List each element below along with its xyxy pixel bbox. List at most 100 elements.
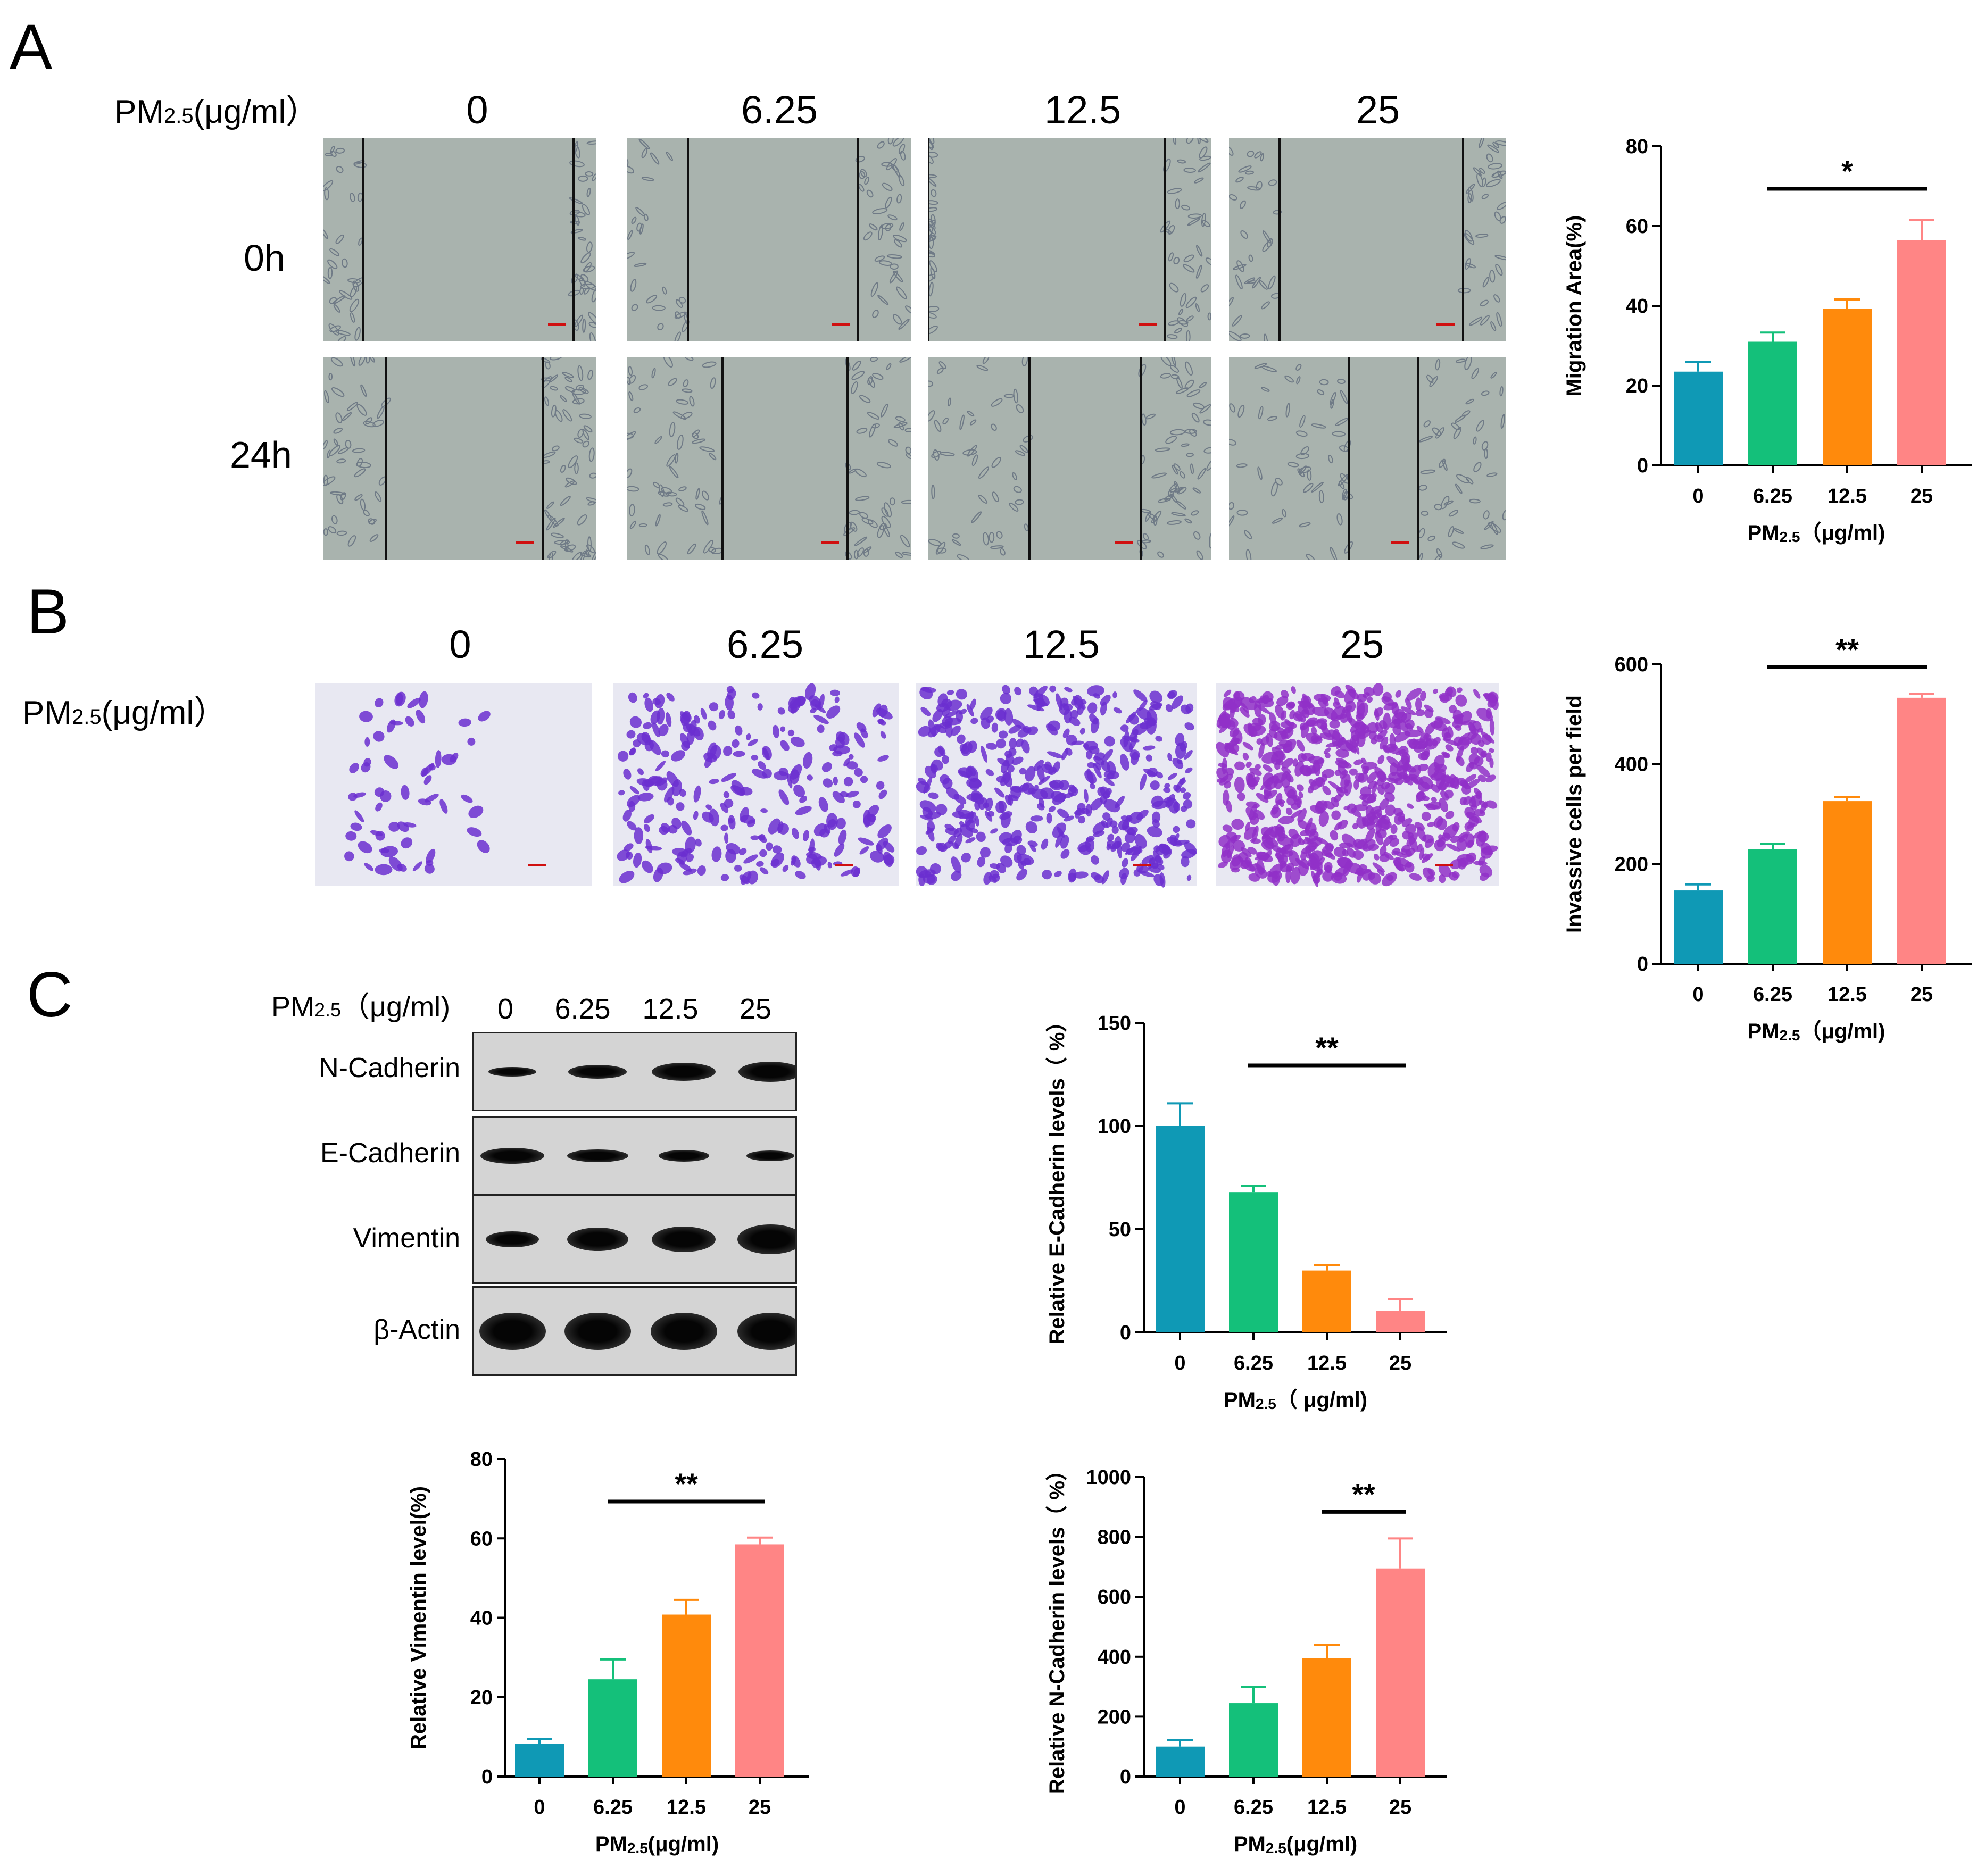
stained-cell xyxy=(1101,760,1110,772)
blot-band xyxy=(737,1312,795,1350)
x-label-sub: 2.5 xyxy=(1780,1027,1800,1044)
stained-cell xyxy=(1184,749,1193,760)
stained-cell xyxy=(943,841,953,849)
y-tick-label: 1000 xyxy=(1086,1466,1131,1489)
cell xyxy=(638,384,649,390)
stained-cell xyxy=(1017,728,1030,738)
stained-cell xyxy=(832,791,845,804)
stained-cell xyxy=(1273,779,1283,789)
stained-cell xyxy=(728,818,734,824)
cell xyxy=(1481,177,1486,187)
scratch-image xyxy=(928,357,1211,560)
stained-cell xyxy=(724,832,729,844)
cell xyxy=(1497,201,1506,210)
stained-cell xyxy=(983,872,992,885)
scratch-image xyxy=(1229,357,1506,560)
stained-cell xyxy=(1087,702,1098,714)
stained-cell xyxy=(1305,837,1314,845)
cell xyxy=(1473,167,1482,176)
cell xyxy=(1272,518,1283,524)
stained-cell xyxy=(683,868,697,876)
stained-cell xyxy=(1016,845,1026,855)
stained-cell xyxy=(700,708,707,720)
stained-cell xyxy=(1353,759,1364,765)
stained-cell xyxy=(1054,871,1062,877)
stained-cell xyxy=(1279,861,1287,868)
cell xyxy=(1263,230,1272,244)
x-tick-label: 0 xyxy=(1174,1352,1185,1374)
stained-cell xyxy=(1269,826,1281,838)
stained-cell xyxy=(1301,845,1316,854)
cell xyxy=(354,468,366,478)
stained-cell xyxy=(1107,833,1114,842)
cell xyxy=(1168,252,1174,262)
stained-cell xyxy=(1311,727,1317,735)
stained-cell xyxy=(1001,760,1010,773)
stained-cell xyxy=(1431,797,1437,803)
cell xyxy=(578,387,589,394)
x-tick-label: 6.25 xyxy=(1753,485,1792,507)
stained-cell xyxy=(1093,693,1100,699)
y-tick-label: 600 xyxy=(1098,1586,1131,1608)
cell xyxy=(869,223,878,231)
stained-cell xyxy=(965,837,976,844)
cell xyxy=(562,409,572,422)
stained-cell xyxy=(458,718,472,727)
stained-cell xyxy=(1309,864,1317,870)
blot-band xyxy=(652,1062,716,1081)
stained-cell xyxy=(1384,792,1395,802)
cell xyxy=(895,551,903,558)
stained-cell xyxy=(1092,822,1106,835)
cell xyxy=(948,397,952,407)
stained-cell xyxy=(920,687,937,693)
stained-cell xyxy=(1291,686,1296,694)
cell xyxy=(991,423,997,431)
cell xyxy=(928,154,934,164)
stained-cell xyxy=(1266,733,1273,747)
stained-cell xyxy=(1009,738,1017,749)
stained-cell xyxy=(1107,772,1115,780)
cell xyxy=(1418,485,1427,491)
stained-cell xyxy=(407,698,421,708)
cell xyxy=(928,200,938,205)
cell xyxy=(583,265,595,273)
stained-cell xyxy=(1258,714,1266,726)
cell xyxy=(665,491,677,497)
cell xyxy=(938,361,946,369)
cell xyxy=(1448,526,1454,537)
blot-strip xyxy=(472,1286,797,1376)
cell xyxy=(1495,263,1503,276)
cell xyxy=(1341,488,1347,501)
cell xyxy=(931,451,942,458)
stained-cell xyxy=(1458,831,1470,839)
stained-cell xyxy=(1396,857,1412,868)
stained-cell xyxy=(830,689,841,696)
stained-cell xyxy=(681,741,690,751)
stained-cell xyxy=(435,750,442,768)
cell xyxy=(1311,423,1327,429)
stained-cell xyxy=(1372,781,1378,795)
stained-cell xyxy=(761,746,772,760)
stained-cell xyxy=(946,690,954,696)
bar-25 xyxy=(1897,697,1946,964)
cell xyxy=(571,388,586,395)
cell xyxy=(869,423,876,438)
stained-cell xyxy=(1439,694,1449,703)
stained-cell xyxy=(1298,838,1305,846)
cell xyxy=(928,174,937,178)
cell xyxy=(1473,436,1477,445)
cell xyxy=(856,428,868,434)
stained-cell xyxy=(779,768,788,777)
stained-cell xyxy=(1329,720,1340,729)
scale-bar xyxy=(1139,323,1157,326)
cell xyxy=(893,234,907,243)
scratch-image xyxy=(323,138,596,341)
panel-a-time-0h: 0h xyxy=(244,237,285,279)
stained-cell xyxy=(985,797,993,811)
stained-cell xyxy=(977,856,986,868)
stained-cell xyxy=(1438,864,1451,878)
cell xyxy=(703,540,713,554)
stained-cell xyxy=(686,723,701,737)
stained-cell xyxy=(1373,683,1384,696)
